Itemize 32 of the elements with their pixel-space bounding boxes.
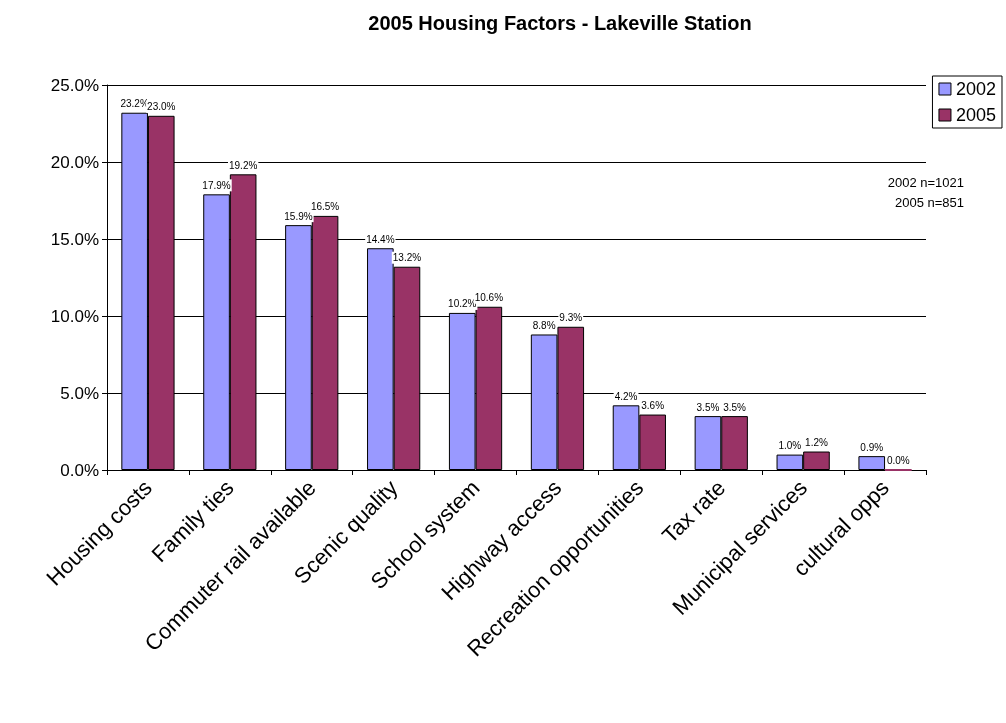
data-label: 3.6% — [641, 400, 665, 412]
y-tick-label: 5.0% — [60, 383, 99, 403]
y-tick-label: 20.0% — [50, 152, 99, 172]
data-label: 17.9% — [202, 179, 231, 191]
y-tick-label: 0.0% — [60, 460, 99, 480]
y-tick-label: 25.0% — [50, 75, 99, 95]
data-label: 19.2% — [228, 159, 258, 171]
data-label: 1.2% — [805, 437, 828, 449]
data-label: 9.3% — [559, 312, 583, 324]
data-label: 1.0% — [778, 440, 802, 452]
data-label: 3.5% — [696, 401, 720, 413]
data-label: 3.5% — [723, 401, 747, 413]
data-label: 0.9% — [860, 441, 884, 453]
data-label: 10.6% — [474, 292, 504, 304]
data-label: 8.8% — [532, 319, 556, 331]
legend-label: 2002 — [955, 79, 996, 99]
y-tick-label: 15.0% — [50, 229, 99, 249]
data-label: 23.0% — [147, 101, 176, 113]
annotation: 2005 n=851 — [894, 195, 964, 210]
data-label: 13.2% — [392, 252, 422, 264]
data-label: 15.9% — [284, 210, 313, 222]
data-label: 16.5% — [310, 201, 340, 213]
data-label: 0.0% — [886, 454, 910, 466]
data-label: 14.4% — [366, 233, 395, 245]
x-tick-label: Tax rate — [657, 475, 731, 549]
chart-title: 2005 Housing Factors - Lakeville Station — [368, 12, 752, 34]
y-tick-label: 10.0% — [50, 306, 99, 326]
legend-label: 2005 — [955, 105, 996, 125]
annotation: 2002 n=1021 — [887, 175, 965, 190]
data-label: 4.2% — [614, 390, 638, 402]
bar — [858, 456, 886, 470]
data-label: 10.2% — [448, 298, 477, 310]
